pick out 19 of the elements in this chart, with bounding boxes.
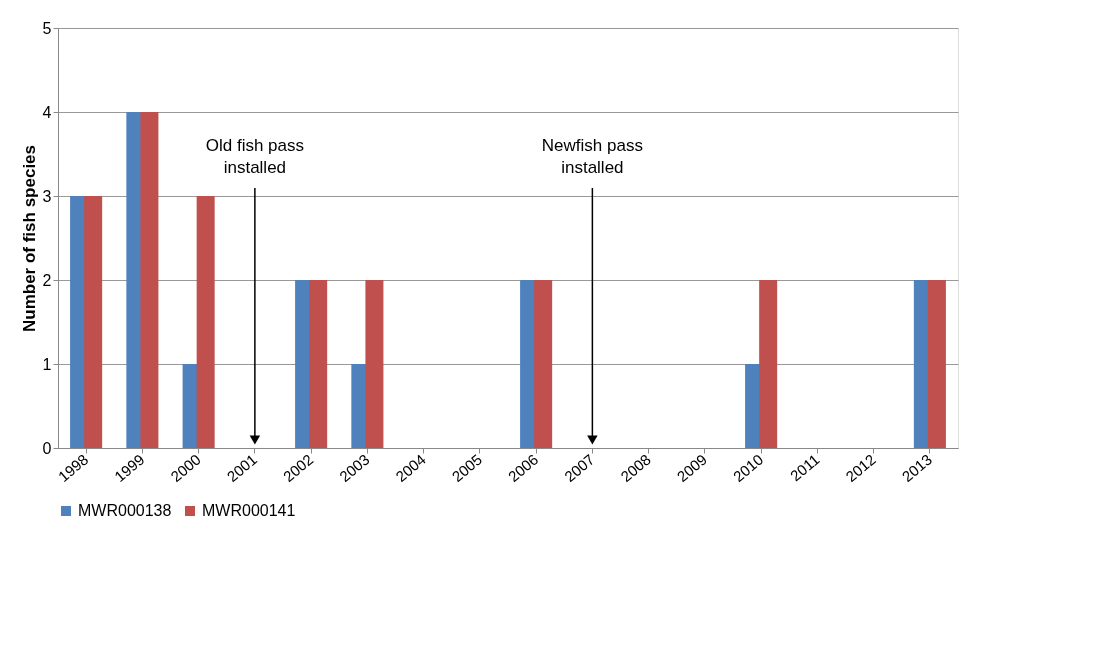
y-tick-label: 1 (42, 355, 52, 373)
y-tick-label: 0 (42, 439, 52, 457)
y-axis-title: Number of fish species (19, 144, 39, 333)
bar (534, 280, 553, 448)
legend-label: MWR000138 (78, 502, 172, 519)
bar (927, 280, 946, 448)
annotation: Newfish pass installed (541, 136, 643, 177)
y-tick-label: 4 (42, 103, 52, 121)
annotation: Old fish pass installed (205, 136, 305, 177)
bar (84, 196, 103, 448)
legend-label: MWR000141 (202, 502, 296, 519)
bar (365, 280, 384, 448)
y-tick-label: 5 (42, 19, 52, 37)
bar (759, 280, 778, 448)
y-tick-label: 2 (42, 271, 52, 289)
bar (309, 280, 328, 448)
bar (140, 112, 159, 448)
y-tick-label: 3 (42, 187, 52, 205)
bar (196, 196, 215, 448)
